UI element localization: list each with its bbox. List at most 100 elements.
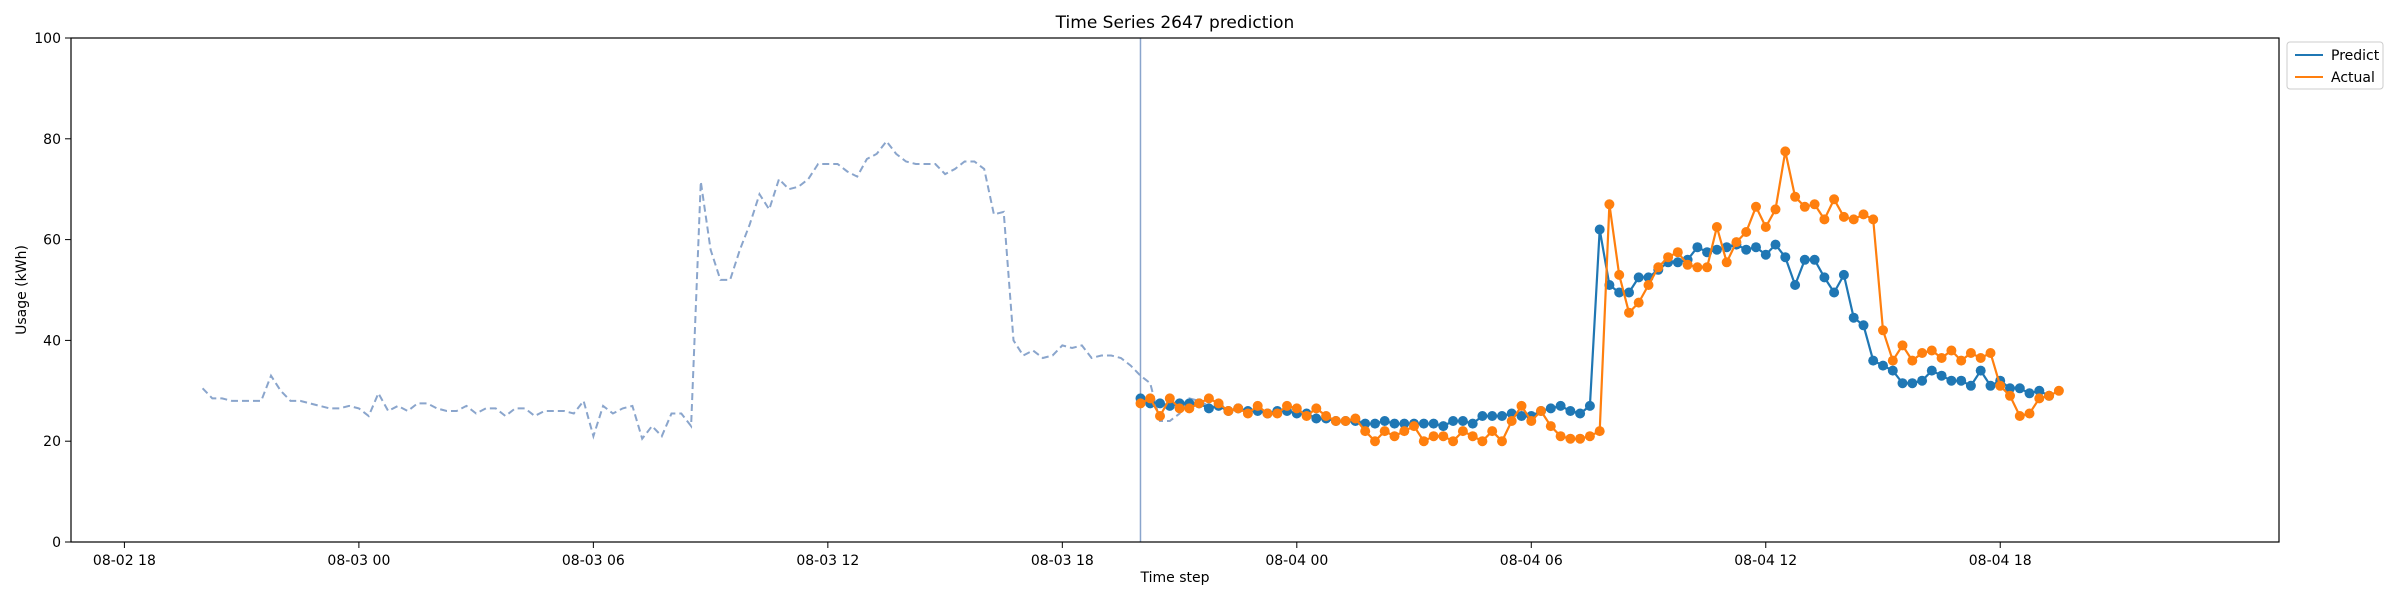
- actual-point: [1194, 398, 1205, 409]
- actual-point: [1584, 431, 1595, 442]
- actual-point: [1389, 431, 1400, 442]
- actual-point: [1643, 280, 1654, 290]
- x-tick-label: 08-02 18: [93, 553, 156, 569]
- actual-point: [1418, 436, 1429, 447]
- actual-point: [1272, 408, 1283, 419]
- predict-point: [1497, 411, 1507, 421]
- legend: Predict Actual: [2286, 41, 2384, 90]
- actual-point: [2053, 385, 2064, 396]
- predict-point: [1311, 413, 1322, 424]
- predict-point: [1887, 365, 1898, 376]
- actual-point: [1594, 426, 1605, 437]
- y-tick-label: 80: [43, 132, 61, 148]
- actual-point: [1457, 426, 1468, 437]
- actual-point: [2024, 408, 2035, 419]
- actual-point: [1829, 194, 1840, 205]
- actual-point: [1878, 325, 1888, 336]
- actual-point: [1672, 247, 1683, 258]
- actual-point: [1282, 400, 1292, 411]
- predict-point: [1956, 375, 1967, 386]
- actual-point: [1858, 209, 1869, 220]
- actual-point: [1848, 214, 1859, 225]
- predict-point: [1672, 257, 1683, 268]
- y-tick-label: 0: [52, 535, 61, 551]
- actual-point: [1340, 416, 1351, 426]
- actual-line: [1139, 151, 2060, 444]
- predict-point: [1477, 411, 1488, 421]
- predict-point: [1389, 418, 1400, 429]
- actual-point: [1545, 421, 1556, 432]
- actual-point: [2034, 393, 2045, 404]
- y-axis-label: Usage (kWh): [14, 245, 30, 335]
- actual-point: [1926, 345, 1937, 356]
- predict-point: [1565, 406, 1576, 416]
- predict-point: [2014, 383, 2025, 394]
- predict-point: [1838, 269, 1849, 280]
- actual-point: [1184, 403, 1195, 414]
- actual-point: [1526, 416, 1537, 426]
- predict-point: [1770, 239, 1781, 250]
- actual-point: [1555, 431, 1566, 442]
- actual-point: [1467, 431, 1478, 442]
- legend-predict-label: Predict: [2331, 48, 2380, 64]
- actual-point: [1975, 353, 1986, 363]
- legend-actual-label: Actual: [2331, 70, 2375, 86]
- predict-point: [1370, 418, 1380, 429]
- actual-point: [1252, 400, 1263, 411]
- actual-point: [1301, 411, 1312, 421]
- predict-point: [1448, 416, 1459, 426]
- actual-point: [1291, 403, 1302, 414]
- actual-point: [1487, 426, 1498, 437]
- actual-point: [1438, 431, 1449, 442]
- predict-point: [1487, 411, 1498, 421]
- predict-point: [1917, 375, 1928, 386]
- predict-point: [1624, 287, 1634, 298]
- predict-point: [1829, 287, 1840, 298]
- actual-point: [1516, 400, 1527, 411]
- actual-point: [1809, 199, 1820, 210]
- actual-point: [1428, 431, 1439, 442]
- actual-point: [1663, 252, 1674, 263]
- predict-point: [1575, 408, 1586, 419]
- predict-point: [1780, 252, 1791, 263]
- predict-point: [1155, 398, 1165, 409]
- actual-point: [1780, 146, 1791, 157]
- history-line: [201, 139, 1210, 441]
- actual-point: [1174, 403, 1185, 414]
- predict-point: [1975, 365, 1986, 376]
- actual-point: [1213, 398, 1224, 409]
- actual-point: [1624, 307, 1634, 318]
- predict-point: [2034, 385, 2045, 396]
- predict-point: [1848, 312, 1859, 323]
- actual-point: [1223, 406, 1234, 416]
- actual-point: [1868, 214, 1879, 225]
- actual-point: [1497, 436, 1507, 447]
- actual-point: [1145, 393, 1156, 404]
- actual-point: [1965, 348, 1976, 358]
- actual-point: [1575, 433, 1586, 444]
- actual-point: [1985, 348, 1996, 358]
- predict-point: [1467, 418, 1478, 429]
- predict-point: [1751, 242, 1761, 253]
- predict-point: [1428, 418, 1439, 429]
- predict-point: [1790, 280, 1801, 290]
- predict-line: [1139, 229, 2050, 428]
- history-series: [201, 139, 1210, 441]
- series-actual: [1135, 146, 2064, 447]
- actual-point: [1448, 436, 1459, 447]
- y-tick-label: 20: [43, 434, 61, 450]
- actual-point: [1936, 353, 1947, 363]
- actual-point: [2044, 390, 2055, 401]
- actual-point: [1819, 214, 1830, 225]
- predict-point: [1418, 418, 1429, 429]
- x-tick-label: 08-03 00: [327, 553, 390, 569]
- predict-point: [1926, 365, 1937, 376]
- predict-point: [1809, 254, 1820, 265]
- predict-point: [1878, 360, 1888, 371]
- x-axis-label: Time step: [1140, 570, 1210, 586]
- actual-point: [1633, 297, 1644, 308]
- actual-point: [1702, 262, 1713, 273]
- predict-point: [1545, 403, 1556, 414]
- chart-title: Time Series 2647 prediction: [1055, 13, 1295, 33]
